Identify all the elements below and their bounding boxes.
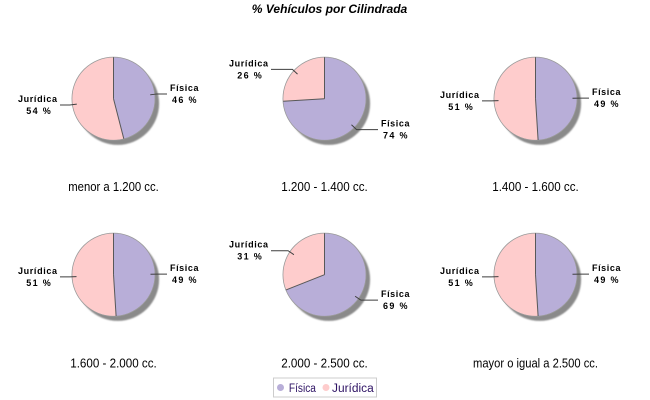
svg-text:% Vehículos por Cilindrada: % Vehículos por Cilindrada [252,2,408,16]
svg-text:46 %: 46 % [172,95,197,105]
svg-text:49 %: 49 % [172,275,197,285]
svg-text:74 %: 74 % [383,131,408,141]
svg-text:Física: Física [592,87,621,97]
svg-text:1.600 - 2.000 cc.: 1.600 - 2.000 cc. [70,356,157,371]
svg-text:54 %: 54 % [26,106,51,116]
svg-text:1.200 - 1.400 cc.: 1.200 - 1.400 cc. [281,179,368,194]
svg-text:51 %: 51 % [448,278,473,288]
svg-text:51 %: 51 % [448,102,473,112]
svg-text:31 %: 31 % [237,252,262,262]
svg-text:2.000 - 2.500 cc.: 2.000 - 2.500 cc. [281,356,368,371]
svg-text:menor a 1.200 cc.: menor a 1.200 cc. [68,179,159,194]
svg-text:69 %: 69 % [383,301,408,311]
svg-text:Jurídica: Jurídica [18,266,58,276]
svg-text:49 %: 49 % [594,99,619,109]
svg-text:Física: Física [289,383,317,395]
svg-text:Física: Física [170,263,199,273]
svg-text:26 %: 26 % [237,70,262,80]
svg-text:51 %: 51 % [26,278,51,288]
svg-text:Física: Física [592,263,621,273]
svg-text:Jurídica: Jurídica [440,266,480,276]
svg-text:Física: Física [381,289,410,299]
svg-text:Jurídica: Jurídica [229,58,269,68]
svg-text:mayor o igual a 2.500 cc.: mayor o igual a 2.500 cc. [473,356,598,371]
svg-text:Física: Física [170,83,199,93]
svg-text:Jurídica: Jurídica [440,90,480,100]
svg-text:Jurídica: Jurídica [18,94,58,104]
svg-text:Física: Física [381,119,410,129]
svg-text:1.400 - 1.600 cc.: 1.400 - 1.600 cc. [492,179,579,194]
svg-text:49 %: 49 % [594,275,619,285]
svg-text:Jurídica: Jurídica [332,383,374,395]
svg-text:Jurídica: Jurídica [229,240,269,250]
